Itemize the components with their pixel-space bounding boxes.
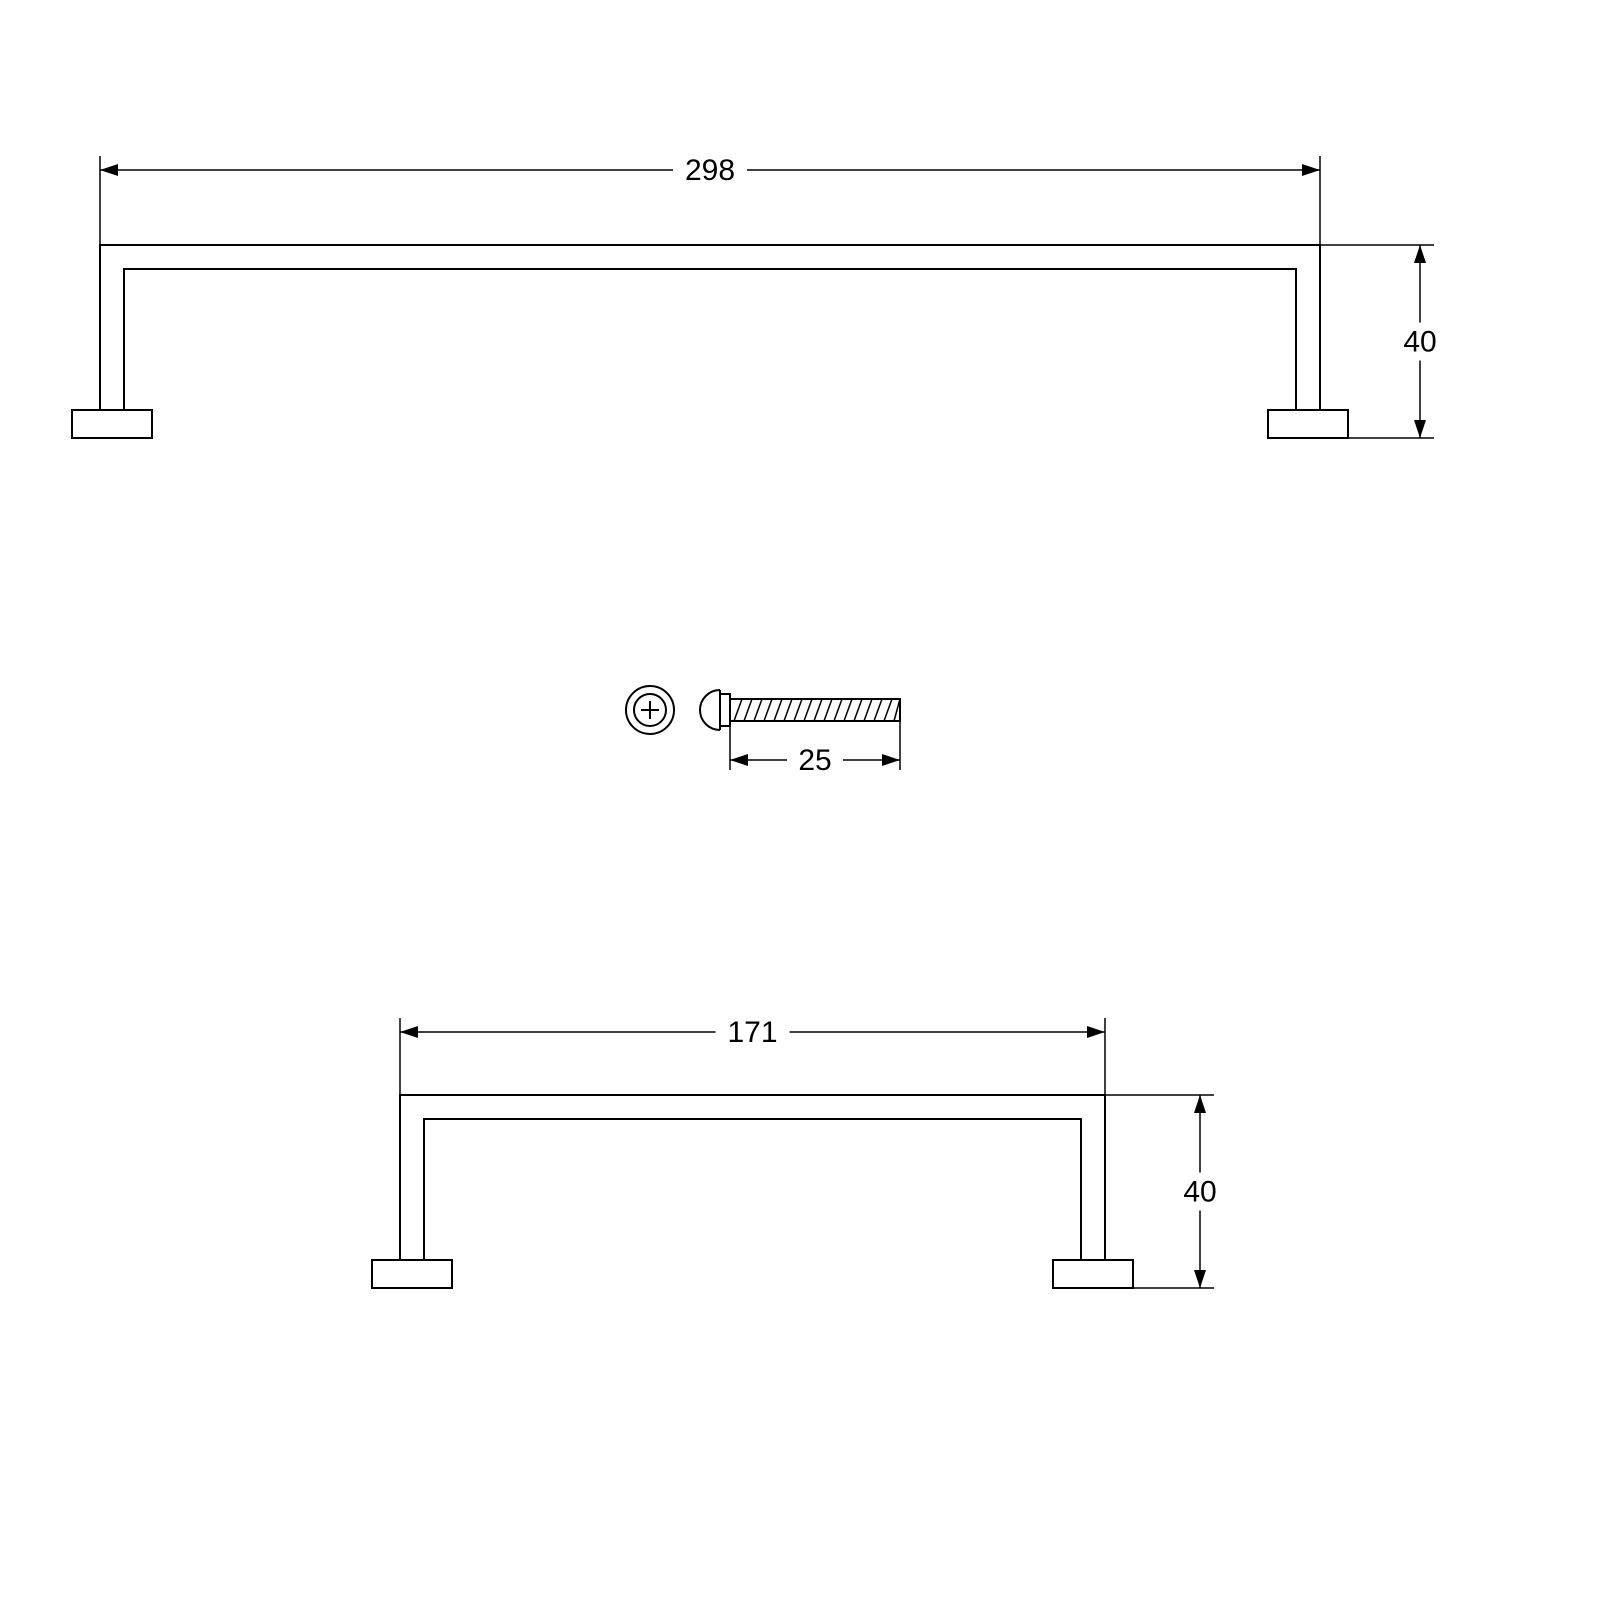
dim-width-label: 171 [727,1016,777,1049]
foot-right [1053,1260,1133,1288]
handle-large [72,245,1348,438]
foot-left [372,1260,452,1288]
foot-left [72,410,152,438]
dim-height-label: 40 [1403,325,1436,358]
handle-small [372,1095,1133,1288]
screw [626,686,900,734]
dim-width-label: 298 [685,154,735,187]
dim-height-label: 40 [1183,1175,1216,1208]
dim-screw-label: 25 [798,744,831,777]
foot-right [1268,410,1348,438]
